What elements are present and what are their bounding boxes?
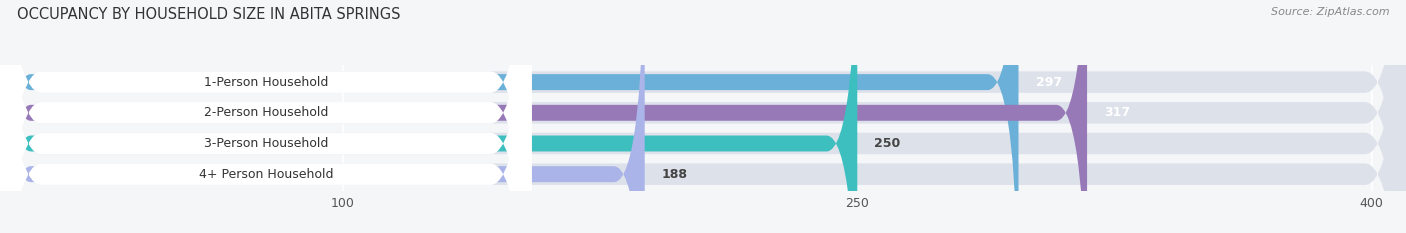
Text: 2-Person Household: 2-Person Household bbox=[204, 106, 328, 119]
Text: 1-Person Household: 1-Person Household bbox=[204, 76, 328, 89]
FancyBboxPatch shape bbox=[0, 0, 1087, 233]
FancyBboxPatch shape bbox=[0, 0, 858, 233]
FancyBboxPatch shape bbox=[0, 0, 531, 233]
FancyBboxPatch shape bbox=[0, 0, 1018, 233]
Text: 188: 188 bbox=[662, 168, 688, 181]
FancyBboxPatch shape bbox=[0, 0, 531, 233]
Text: 4+ Person Household: 4+ Person Household bbox=[198, 168, 333, 181]
Text: 3-Person Household: 3-Person Household bbox=[204, 137, 328, 150]
FancyBboxPatch shape bbox=[0, 0, 645, 233]
Text: Source: ZipAtlas.com: Source: ZipAtlas.com bbox=[1271, 7, 1389, 17]
Text: 297: 297 bbox=[1036, 76, 1062, 89]
Text: 317: 317 bbox=[1104, 106, 1130, 119]
Text: OCCUPANCY BY HOUSEHOLD SIZE IN ABITA SPRINGS: OCCUPANCY BY HOUSEHOLD SIZE IN ABITA SPR… bbox=[17, 7, 401, 22]
FancyBboxPatch shape bbox=[0, 0, 531, 233]
Text: 250: 250 bbox=[875, 137, 901, 150]
FancyBboxPatch shape bbox=[0, 0, 531, 233]
